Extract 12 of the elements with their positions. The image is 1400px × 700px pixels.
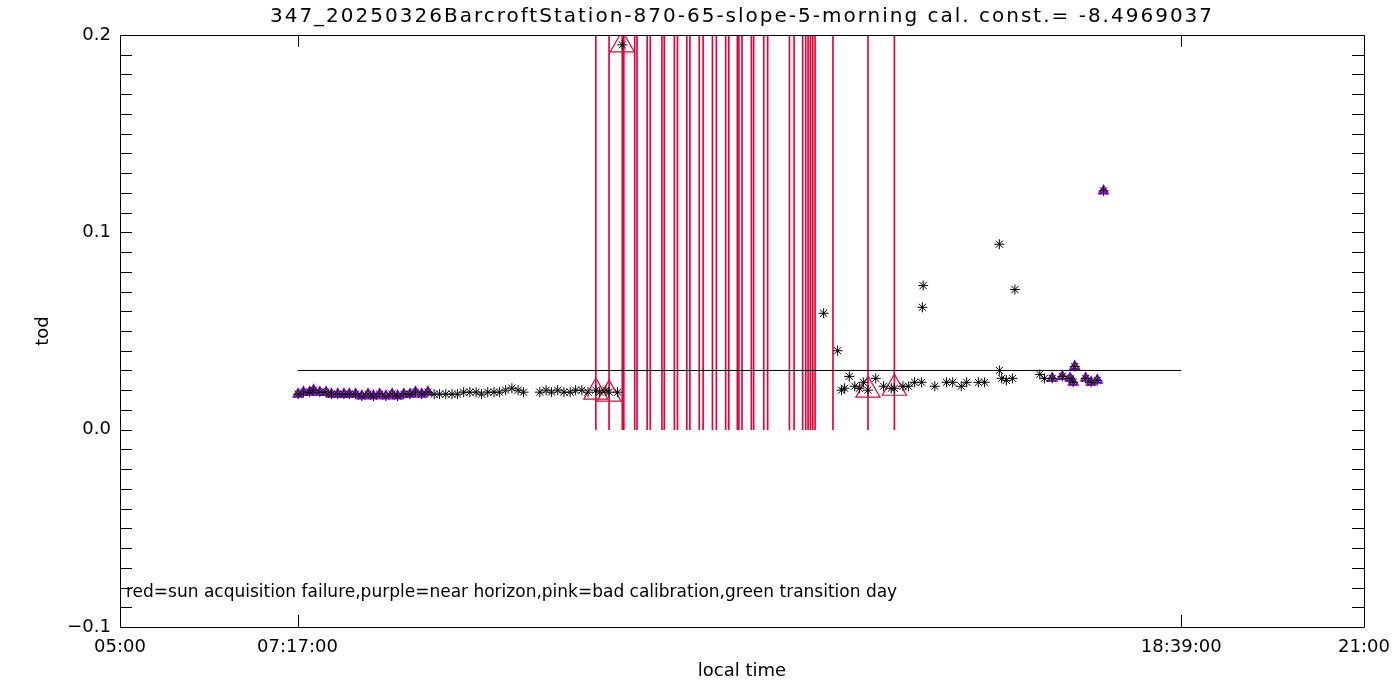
annotation: red=sun acquisition failure,purple=near horizon,pink=bad calibration,green transition day xyxy=(126,581,898,602)
chart-title: 347_20250326BarcroftStation-870-65-slope-5-morning cal. const.= -8.4969037 xyxy=(269,3,1215,28)
y-tick-label: 0.0 xyxy=(82,417,111,439)
x-tick-label: 18:39:00 xyxy=(1140,635,1222,657)
y-tick-label: 0.1 xyxy=(82,220,111,242)
x-tick-label: 21:00 xyxy=(1338,635,1390,657)
y-tick-label: 0.2 xyxy=(82,22,111,44)
x-axis-title: local time xyxy=(697,658,787,680)
x-tick-label: 05:00 xyxy=(94,635,146,657)
y-tick-label: −0.1 xyxy=(67,614,111,636)
x-tick-label: 07:17:00 xyxy=(257,635,338,657)
y-axis-title: tod xyxy=(30,316,52,346)
